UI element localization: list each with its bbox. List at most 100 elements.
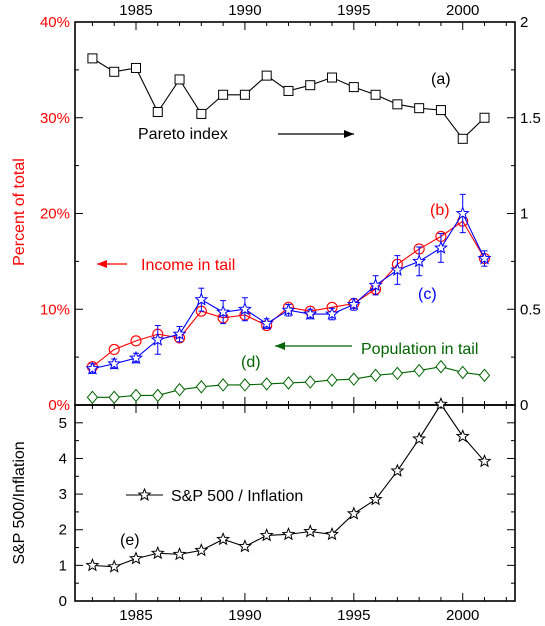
- data-point-sim: [325, 306, 340, 320]
- x-tick-label-bottom: 1995: [337, 607, 370, 624]
- data-point-pareto: [109, 66, 120, 77]
- data-point-pareto: [327, 72, 338, 83]
- data-point-sim: [477, 251, 492, 265]
- y-tick-label-left: 10%: [40, 301, 70, 318]
- population-arrow-head: [275, 342, 285, 350]
- y-tick-label-bottom: 3: [59, 486, 67, 503]
- data-point-population: [261, 377, 273, 391]
- data-point-pareto: [261, 70, 272, 81]
- label-b: (b): [430, 202, 450, 219]
- data-point-sp500: [85, 557, 100, 572]
- y-tick-label-right: 0.5: [520, 301, 541, 318]
- y-tick-label-left: 20%: [40, 206, 70, 223]
- data-point-sp500: [433, 396, 448, 411]
- y-tick-label-right: 2: [520, 14, 528, 31]
- data-point-sp500: [150, 545, 165, 560]
- x-tick-label-bottom: 1990: [228, 607, 261, 624]
- data-point-sim: [107, 356, 122, 370]
- data-point-population: [435, 359, 447, 374]
- income-arrow-head: [97, 260, 107, 268]
- label-e: (e): [120, 532, 140, 549]
- label-c: (c): [418, 286, 437, 303]
- data-point-population: [304, 375, 316, 389]
- data-point-sim: [172, 326, 187, 341]
- data-point-sp500: [390, 463, 405, 477]
- data-point-income: [108, 343, 120, 356]
- label-d: (d): [241, 354, 261, 371]
- data-point-sp500: [455, 428, 470, 443]
- pareto-arrow-head: [344, 130, 354, 138]
- data-point-sim: [194, 292, 209, 306]
- y-tick-label-left: 0%: [48, 397, 70, 414]
- data-point-population: [195, 380, 207, 394]
- data-point-pareto: [130, 62, 141, 73]
- pareto-index-label: Pareto index: [138, 126, 228, 143]
- data-point-population: [173, 382, 186, 397]
- data-point-sim: [346, 297, 361, 311]
- data-point-pareto: [348, 82, 359, 93]
- data-point-sim: [150, 332, 165, 346]
- data-point-sim: [368, 277, 383, 292]
- data-point-sim: [128, 350, 144, 365]
- data-point-population: [413, 363, 425, 378]
- data-point-sim: [259, 316, 274, 330]
- data-point-population: [86, 390, 99, 405]
- y-tick-label-bottom: 0: [59, 593, 67, 610]
- data-point-sim: [237, 301, 252, 316]
- data-point-sp500: [346, 506, 361, 520]
- bottom-panel: 1985 1990 1995 2000 0 1 2 3 4 5 S&P 500/Inflation S…: [11, 396, 516, 624]
- data-point-pareto: [370, 89, 381, 100]
- data-point-pareto: [196, 108, 207, 119]
- y-axis-title-bottom: S&P 500/Inflation: [11, 441, 28, 564]
- series-line-sp500: [92, 403, 485, 568]
- data-point-pareto: [87, 53, 98, 64]
- legend-label: S&P 500 / Inflation: [171, 488, 303, 505]
- data-point-sp500: [216, 531, 231, 546]
- y-tick-label-bottom: 1: [59, 557, 67, 574]
- data-point-income: [130, 335, 142, 347]
- y-axis-title-left: Percent of total: [11, 158, 28, 266]
- data-point-sp500: [237, 539, 252, 553]
- data-point-sp500: [477, 453, 492, 468]
- data-point-pareto: [174, 74, 185, 85]
- y-tick-label-right: 1.5: [520, 110, 541, 127]
- data-point-pareto: [457, 133, 468, 144]
- data-point-population: [282, 376, 295, 390]
- data-point-pareto: [218, 89, 229, 100]
- y-tick-label-bottom: 2: [59, 522, 67, 539]
- data-point-pareto: [239, 89, 250, 100]
- data-point-population: [391, 366, 404, 381]
- data-point-sp500: [172, 546, 187, 561]
- y-tick-label-bottom: 4: [59, 450, 67, 467]
- data-point-population: [217, 378, 229, 392]
- x-tick-label-bottom: 1985: [119, 607, 152, 624]
- y-tick-label-left: 30%: [40, 110, 70, 127]
- data-point-pareto: [283, 85, 294, 96]
- data-point-pareto: [414, 103, 425, 114]
- y-tick-label-right: 1: [520, 206, 528, 223]
- data-point-sim: [281, 302, 296, 317]
- data-point-sp500: [128, 551, 144, 565]
- data-point-sp500: [194, 543, 209, 557]
- data-point-pareto: [479, 112, 490, 123]
- x-tick-label-bottom: 2000: [446, 607, 479, 624]
- data-point-population: [457, 365, 469, 380]
- data-point-sim: [390, 262, 405, 276]
- y-tick-label-bottom: 5: [59, 415, 67, 432]
- data-point-pareto: [392, 99, 403, 110]
- data-point-sp500: [259, 528, 274, 542]
- data-point-sim: [433, 240, 448, 254]
- label-a: (a): [431, 71, 451, 88]
- data-point-population: [239, 378, 251, 392]
- data-point-population: [152, 388, 164, 403]
- x-tick-label-top: 2000: [446, 2, 479, 19]
- data-point-sim: [303, 306, 318, 320]
- data-point-sp500: [412, 431, 427, 445]
- bottom-plot-frame: [74, 404, 516, 602]
- data-point-sim: [85, 361, 100, 375]
- x-tick-label-top: 1995: [337, 2, 370, 19]
- income-in-tail-label: Income in tail: [141, 257, 235, 274]
- data-point-population: [369, 368, 382, 383]
- data-point-sp500: [107, 559, 122, 573]
